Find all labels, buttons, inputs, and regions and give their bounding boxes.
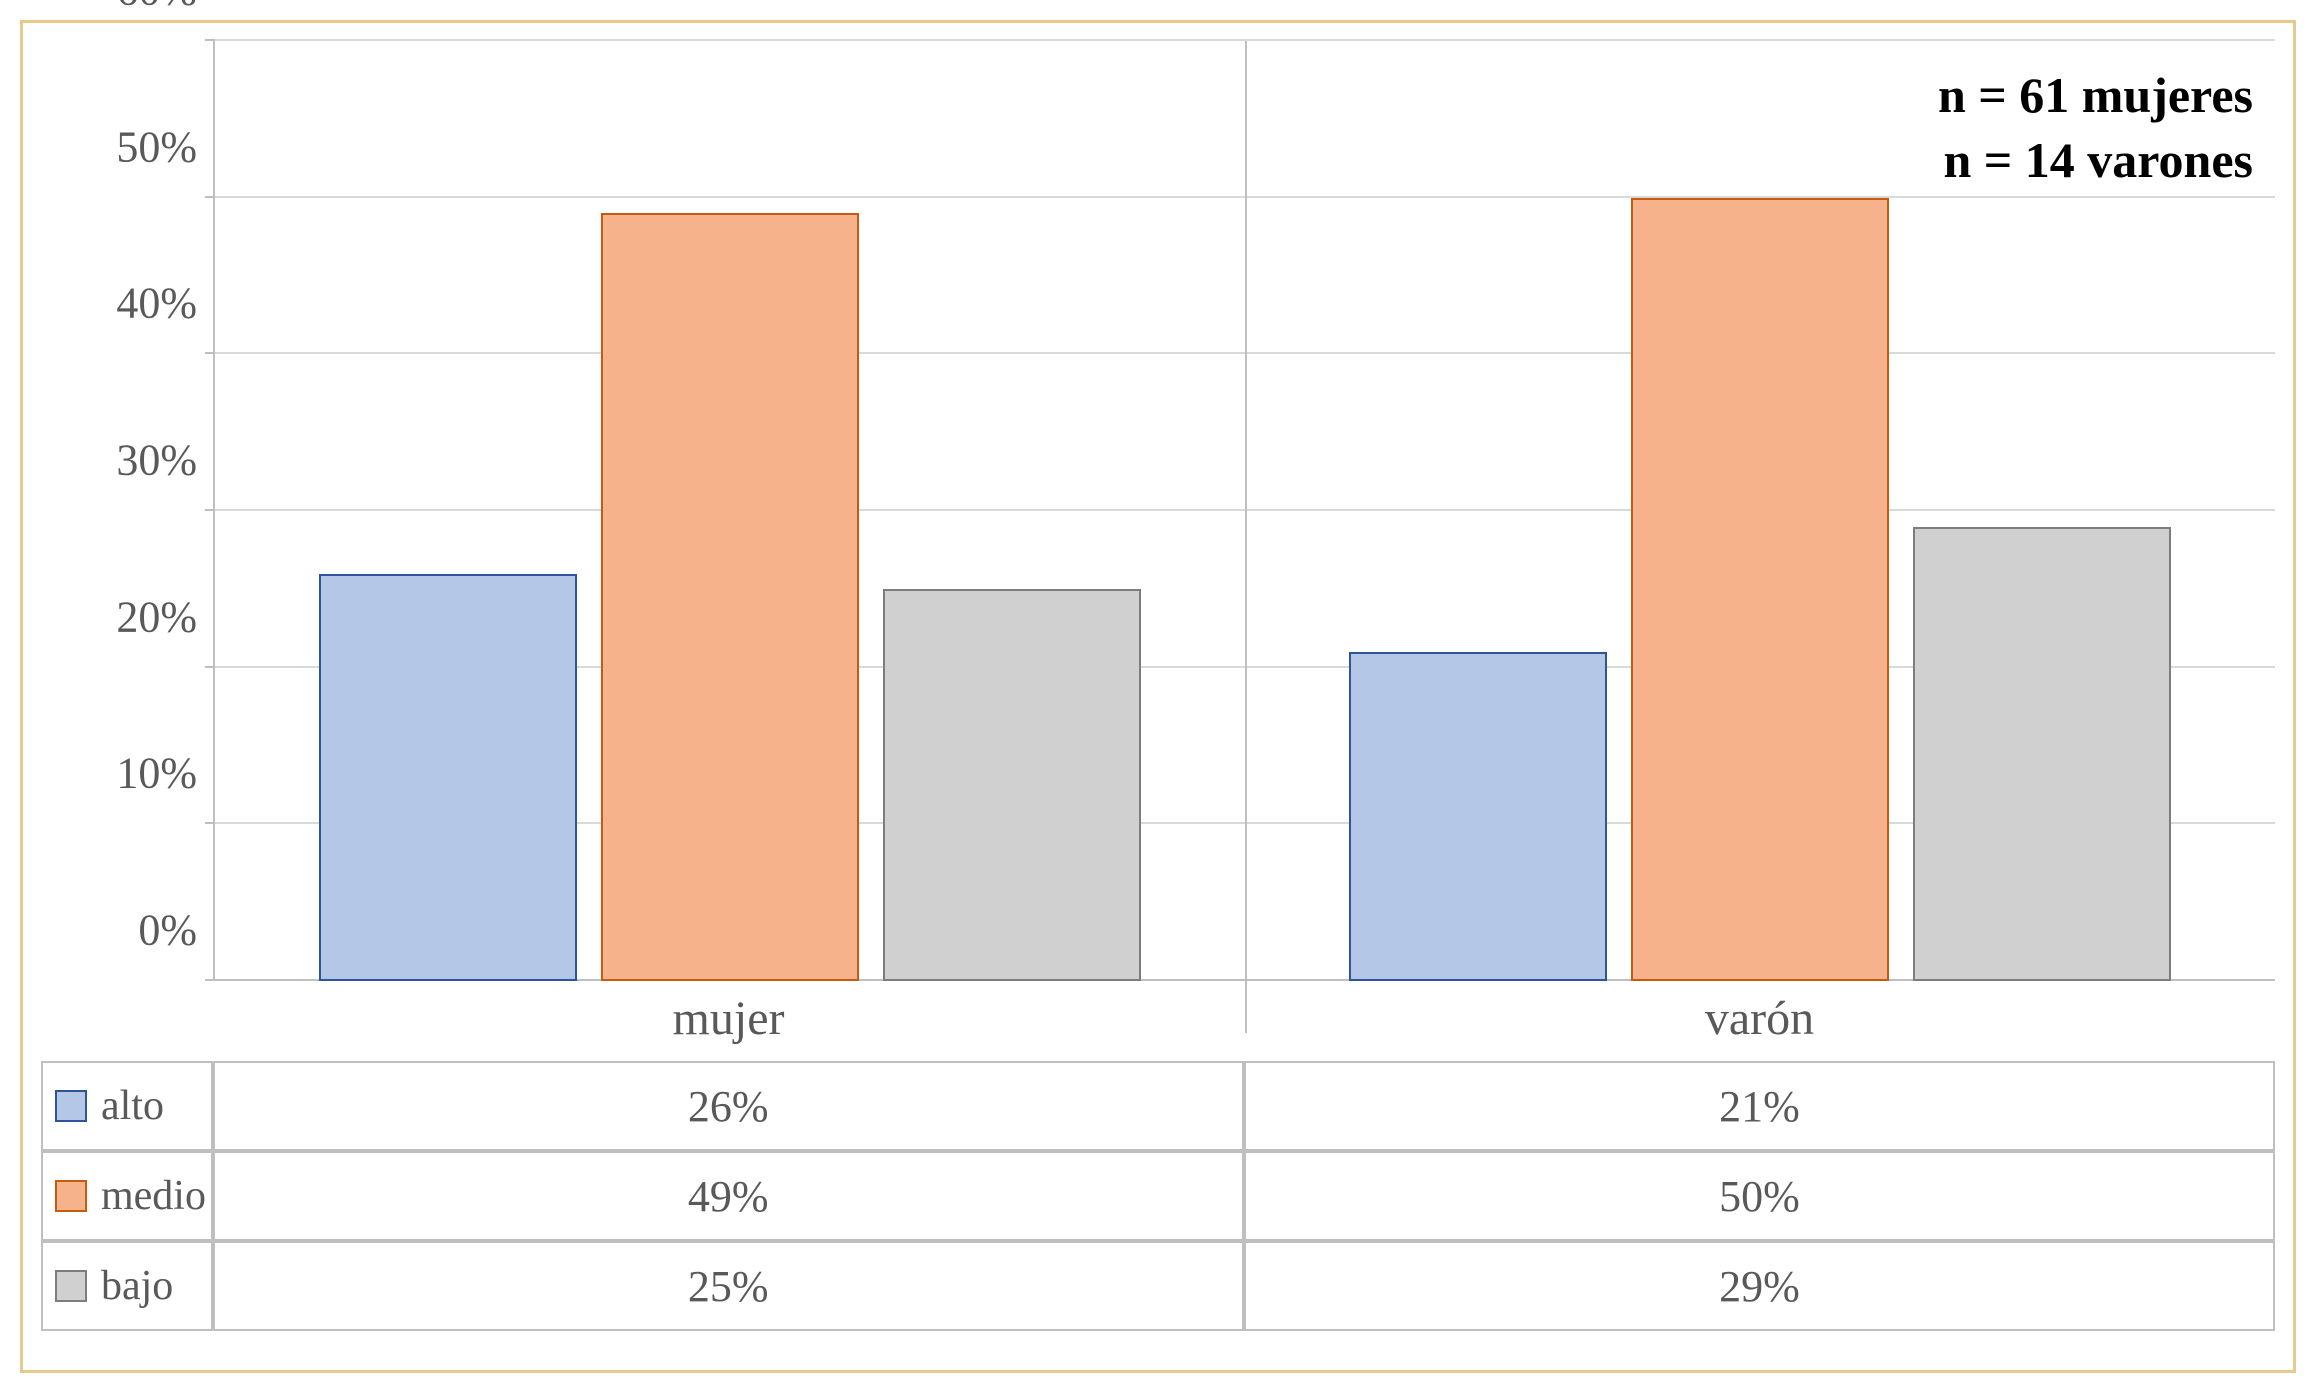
bar-bajo <box>883 589 1141 981</box>
y-tick-label: 30% <box>116 435 197 486</box>
table-value: 21% <box>1244 1061 2275 1151</box>
y-tick-mark <box>205 822 215 824</box>
group-divider <box>1245 41 1247 1033</box>
legend-swatch <box>55 1270 87 1302</box>
legend-label: bajo <box>101 1262 173 1310</box>
y-tick-mark <box>205 666 215 668</box>
legend-cell-bajo: bajo <box>41 1241 213 1331</box>
plot-area: 0%10%20%30%40%50%60% n = 61 mujeres n = … <box>213 41 2275 981</box>
bar-medio <box>1631 198 1889 981</box>
table-row: medio49%50% <box>41 1151 2275 1241</box>
x-axis-labels: mujer varón <box>213 981 2275 1061</box>
y-tick-label: 60% <box>116 0 197 16</box>
data-table: alto26%21%medio49%50%bajo25%29% <box>41 1061 2275 1331</box>
sample-size-annotation: n = 61 mujeres n = 14 varones <box>1938 63 2253 193</box>
legend-swatch <box>55 1090 87 1122</box>
y-tick-label: 20% <box>116 591 197 642</box>
bar-alto <box>319 574 577 981</box>
y-tick-label: 10% <box>116 748 197 799</box>
legend-cell-medio: medio <box>41 1151 213 1241</box>
y-tick-mark <box>205 196 215 198</box>
table-value: 25% <box>213 1241 1244 1331</box>
x-category-label: mujer <box>673 991 785 1046</box>
table-value: 29% <box>1244 1241 2275 1331</box>
legend-label: medio <box>101 1172 206 1220</box>
table-row: alto 26%21% <box>41 1061 2275 1151</box>
table-value: 49% <box>213 1151 1244 1241</box>
chart-container: 0%10%20%30%40%50%60% n = 61 mujeres n = … <box>20 20 2296 1373</box>
table-row: bajo 25%29% <box>41 1241 2275 1331</box>
legend-cell-alto: alto <box>41 1061 213 1151</box>
y-tick-mark <box>205 352 215 354</box>
x-category-label: varón <box>1705 991 1814 1046</box>
table-value: 50% <box>1244 1151 2275 1241</box>
annotation-line-2: n = 14 varones <box>1938 128 2253 193</box>
y-tick-label: 50% <box>116 121 197 172</box>
y-tick-label: 40% <box>116 278 197 329</box>
bar-bajo <box>1913 527 2171 981</box>
y-tick-mark <box>205 39 215 41</box>
bar-medio <box>601 213 859 981</box>
y-tick-mark <box>205 509 215 511</box>
annotation-line-1: n = 61 mujeres <box>1938 63 2253 128</box>
bar-alto <box>1349 652 1607 981</box>
legend-swatch <box>55 1180 87 1212</box>
table-value: 26% <box>213 1061 1244 1151</box>
y-tick-label: 0% <box>138 905 197 956</box>
legend-label: alto <box>101 1082 164 1130</box>
